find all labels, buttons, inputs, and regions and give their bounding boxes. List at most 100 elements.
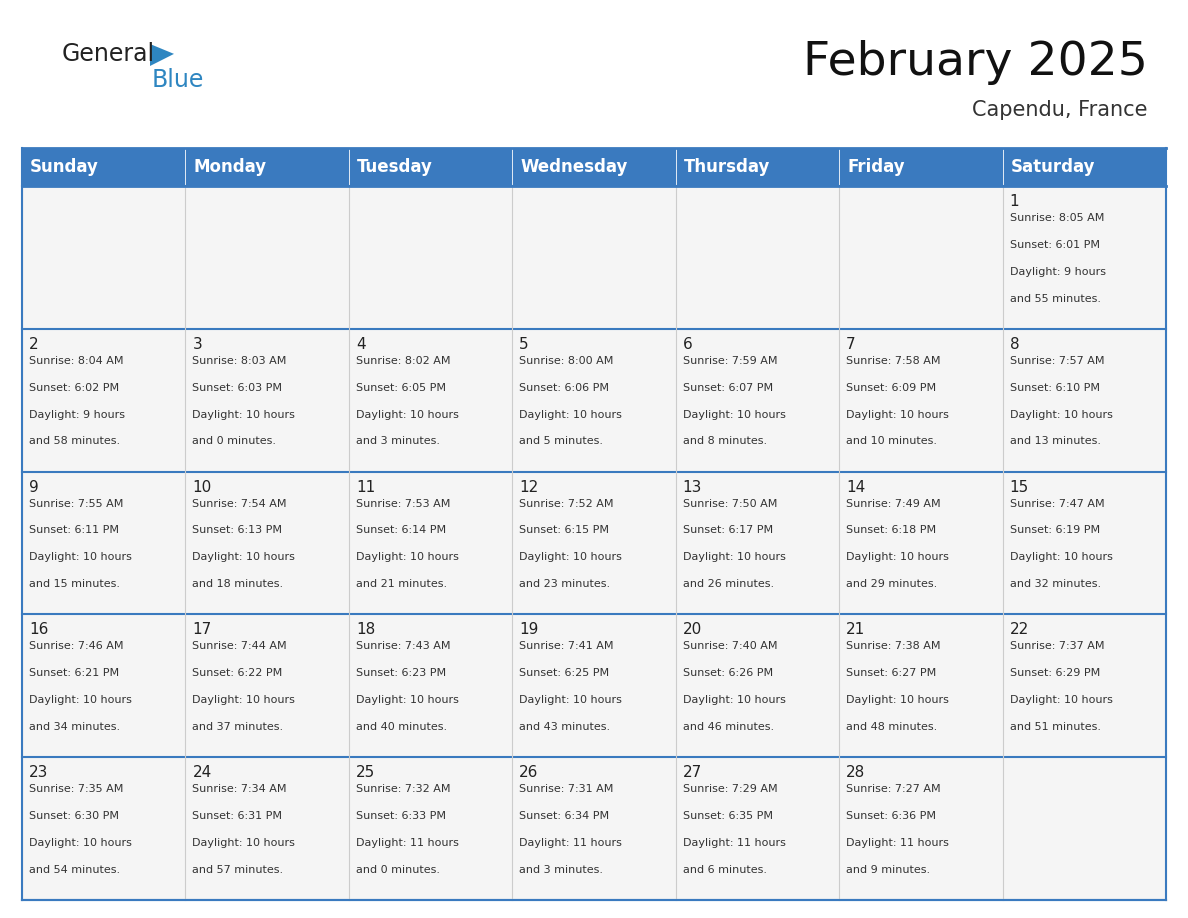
- Text: Daylight: 10 hours: Daylight: 10 hours: [1010, 695, 1112, 705]
- Text: Sunset: 6:29 PM: Sunset: 6:29 PM: [1010, 668, 1100, 678]
- Text: Sunset: 6:18 PM: Sunset: 6:18 PM: [846, 525, 936, 535]
- Text: Sunrise: 8:03 AM: Sunrise: 8:03 AM: [192, 356, 286, 365]
- Bar: [23, 329, 185, 472]
- Text: Daylight: 10 hours: Daylight: 10 hours: [519, 409, 623, 420]
- Bar: [512, 186, 676, 329]
- Text: Sunrise: 7:32 AM: Sunrise: 7:32 AM: [356, 784, 450, 794]
- Text: 20: 20: [683, 622, 702, 637]
- Text: Sunset: 6:13 PM: Sunset: 6:13 PM: [192, 525, 283, 535]
- Text: Monday: Monday: [194, 158, 266, 176]
- Text: Sunrise: 7:35 AM: Sunrise: 7:35 AM: [29, 784, 124, 794]
- Text: and 0 minutes.: and 0 minutes.: [192, 436, 277, 446]
- Bar: [512, 472, 676, 614]
- Bar: [23, 472, 185, 614]
- Text: Sunset: 6:07 PM: Sunset: 6:07 PM: [683, 383, 773, 393]
- Text: 5: 5: [519, 337, 529, 352]
- Bar: [512, 148, 676, 186]
- Text: 24: 24: [192, 766, 211, 780]
- Bar: [1003, 472, 1165, 614]
- Text: Daylight: 10 hours: Daylight: 10 hours: [846, 409, 949, 420]
- Text: and 37 minutes.: and 37 minutes.: [192, 722, 284, 732]
- Text: Daylight: 10 hours: Daylight: 10 hours: [29, 553, 132, 563]
- Text: 25: 25: [356, 766, 375, 780]
- Text: Daylight: 10 hours: Daylight: 10 hours: [29, 695, 132, 705]
- Text: 4: 4: [356, 337, 366, 352]
- Bar: [23, 186, 185, 329]
- Text: Sunrise: 7:54 AM: Sunrise: 7:54 AM: [192, 498, 287, 509]
- Text: and 58 minutes.: and 58 minutes.: [29, 436, 120, 446]
- Text: Sunrise: 7:29 AM: Sunrise: 7:29 AM: [683, 784, 777, 794]
- Text: 2: 2: [29, 337, 39, 352]
- Text: Sunrise: 7:55 AM: Sunrise: 7:55 AM: [29, 498, 124, 509]
- Bar: [1003, 614, 1165, 757]
- Text: Sunrise: 7:49 AM: Sunrise: 7:49 AM: [846, 498, 941, 509]
- Text: Sunrise: 7:31 AM: Sunrise: 7:31 AM: [519, 784, 614, 794]
- Bar: [676, 186, 839, 329]
- Bar: [839, 329, 1003, 472]
- Bar: [1003, 186, 1165, 329]
- Bar: [349, 614, 512, 757]
- Bar: [349, 757, 512, 900]
- Text: Sunrise: 8:02 AM: Sunrise: 8:02 AM: [356, 356, 450, 365]
- Text: Thursday: Thursday: [684, 158, 770, 176]
- Text: and 54 minutes.: and 54 minutes.: [29, 865, 120, 875]
- Text: Sunrise: 7:40 AM: Sunrise: 7:40 AM: [683, 642, 777, 652]
- Text: and 5 minutes.: and 5 minutes.: [519, 436, 604, 446]
- Text: and 8 minutes.: and 8 minutes.: [683, 436, 766, 446]
- Text: Daylight: 11 hours: Daylight: 11 hours: [356, 838, 459, 848]
- Bar: [676, 472, 839, 614]
- Text: February 2025: February 2025: [803, 40, 1148, 85]
- Bar: [185, 472, 349, 614]
- Text: General: General: [62, 42, 156, 66]
- Bar: [185, 329, 349, 472]
- Text: Sunset: 6:30 PM: Sunset: 6:30 PM: [29, 812, 119, 821]
- Text: Daylight: 11 hours: Daylight: 11 hours: [846, 838, 949, 848]
- Text: Sunset: 6:33 PM: Sunset: 6:33 PM: [356, 812, 446, 821]
- Text: Sunset: 6:15 PM: Sunset: 6:15 PM: [519, 525, 609, 535]
- Text: and 40 minutes.: and 40 minutes.: [356, 722, 447, 732]
- Text: Sunset: 6:26 PM: Sunset: 6:26 PM: [683, 668, 773, 678]
- Text: Sunrise: 7:27 AM: Sunrise: 7:27 AM: [846, 784, 941, 794]
- Text: and 3 minutes.: and 3 minutes.: [519, 865, 604, 875]
- Text: Sunrise: 7:46 AM: Sunrise: 7:46 AM: [29, 642, 124, 652]
- Bar: [676, 614, 839, 757]
- Text: 18: 18: [356, 622, 375, 637]
- Text: 22: 22: [1010, 622, 1029, 637]
- Text: 10: 10: [192, 479, 211, 495]
- Text: 17: 17: [192, 622, 211, 637]
- Bar: [1003, 148, 1165, 186]
- Text: Sunrise: 7:43 AM: Sunrise: 7:43 AM: [356, 642, 450, 652]
- Bar: [23, 148, 185, 186]
- Text: Saturday: Saturday: [1011, 158, 1095, 176]
- Bar: [839, 148, 1003, 186]
- Text: Sunset: 6:23 PM: Sunset: 6:23 PM: [356, 668, 446, 678]
- Text: Daylight: 10 hours: Daylight: 10 hours: [192, 838, 296, 848]
- Bar: [676, 757, 839, 900]
- Text: and 51 minutes.: and 51 minutes.: [1010, 722, 1100, 732]
- Text: Sunset: 6:31 PM: Sunset: 6:31 PM: [192, 812, 283, 821]
- Text: 7: 7: [846, 337, 855, 352]
- Bar: [185, 614, 349, 757]
- Text: Sunrise: 8:04 AM: Sunrise: 8:04 AM: [29, 356, 124, 365]
- Text: and 34 minutes.: and 34 minutes.: [29, 722, 120, 732]
- Text: and 13 minutes.: and 13 minutes.: [1010, 436, 1100, 446]
- Text: 27: 27: [683, 766, 702, 780]
- Text: Daylight: 11 hours: Daylight: 11 hours: [519, 838, 623, 848]
- Text: 6: 6: [683, 337, 693, 352]
- Text: Daylight: 9 hours: Daylight: 9 hours: [29, 409, 125, 420]
- Text: and 21 minutes.: and 21 minutes.: [356, 579, 447, 589]
- Text: and 26 minutes.: and 26 minutes.: [683, 579, 773, 589]
- Text: Sunrise: 7:53 AM: Sunrise: 7:53 AM: [356, 498, 450, 509]
- Text: Sunday: Sunday: [30, 158, 99, 176]
- Text: Daylight: 10 hours: Daylight: 10 hours: [519, 553, 623, 563]
- Bar: [23, 757, 185, 900]
- Text: 21: 21: [846, 622, 865, 637]
- Text: Sunrise: 8:05 AM: Sunrise: 8:05 AM: [1010, 213, 1104, 223]
- Text: Sunrise: 8:00 AM: Sunrise: 8:00 AM: [519, 356, 614, 365]
- Text: Sunrise: 7:47 AM: Sunrise: 7:47 AM: [1010, 498, 1104, 509]
- Text: Daylight: 10 hours: Daylight: 10 hours: [519, 695, 623, 705]
- Text: 15: 15: [1010, 479, 1029, 495]
- Text: Sunrise: 7:50 AM: Sunrise: 7:50 AM: [683, 498, 777, 509]
- Text: Blue: Blue: [152, 68, 204, 92]
- Text: Sunset: 6:21 PM: Sunset: 6:21 PM: [29, 668, 119, 678]
